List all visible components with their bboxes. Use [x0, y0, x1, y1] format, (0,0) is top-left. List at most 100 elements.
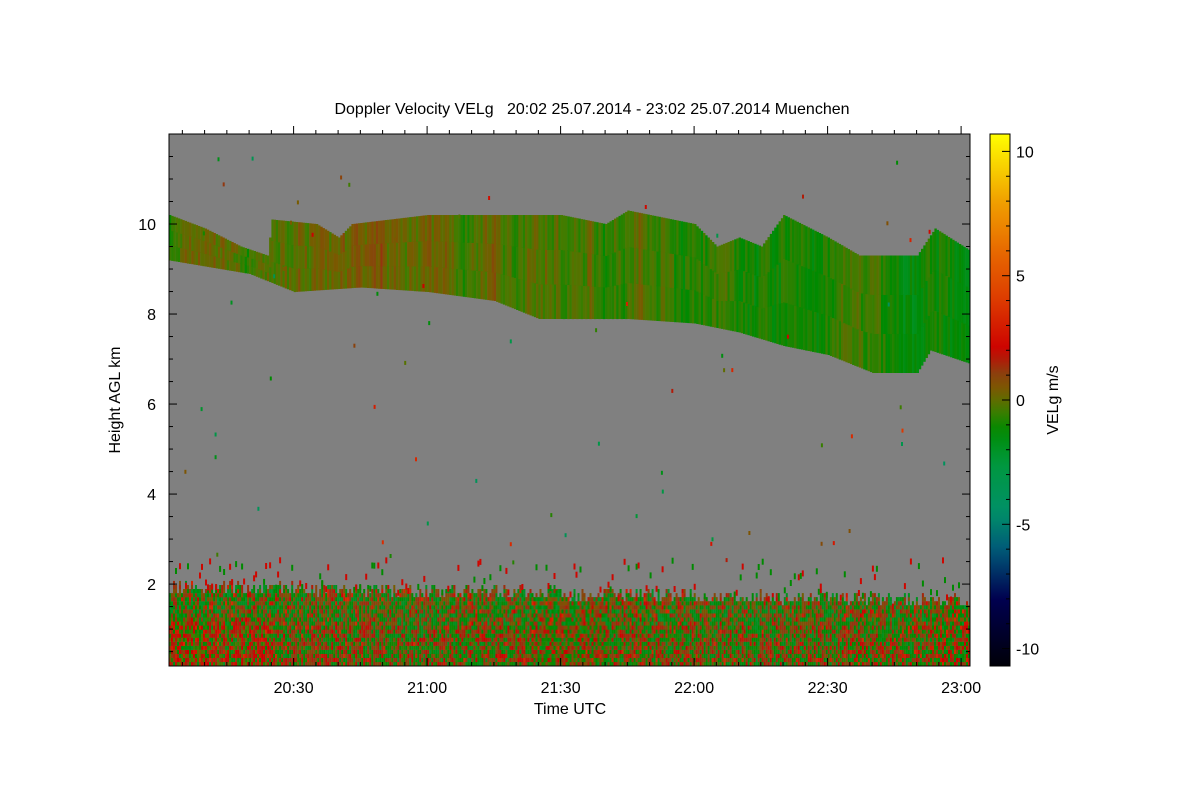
heatmap-cells	[169, 156, 970, 666]
heatmap-cell	[255, 657, 258, 663]
heatmap-cell	[209, 621, 212, 626]
heatmap-cell	[455, 605, 458, 610]
heatmap-cell	[217, 633, 220, 638]
heatmap-cell	[575, 645, 578, 650]
heatmap-cell	[453, 593, 456, 598]
heatmap-cell	[213, 625, 216, 630]
heatmap-cell	[249, 597, 252, 602]
heatmap-cell	[333, 641, 336, 646]
heatmap-cell	[255, 617, 258, 622]
heatmap-cell	[509, 653, 512, 658]
heatmap-cell	[461, 629, 464, 634]
heatmap-cell	[353, 649, 356, 654]
heatmap-cell	[425, 593, 428, 598]
heatmap-cell	[363, 637, 366, 642]
heatmap-cell	[227, 645, 230, 650]
heatmap-cell	[667, 252, 670, 288]
heatmap-cell	[523, 597, 526, 602]
heatmap-cell	[483, 645, 486, 650]
heatmap-cell	[365, 645, 368, 650]
heatmap-cell	[509, 661, 512, 666]
heatmap-cell	[347, 641, 350, 646]
heatmap-cell	[529, 637, 532, 642]
heatmap-cell	[289, 657, 292, 663]
heatmap-cell	[482, 215, 486, 244]
heatmap-cell	[325, 653, 328, 658]
heatmap-cell	[523, 621, 526, 626]
heatmap-cell	[209, 613, 212, 618]
heatmap-cell	[423, 637, 426, 642]
heatmap-cell	[521, 629, 524, 634]
heatmap-cell	[323, 657, 326, 663]
heatmap-cell	[553, 613, 556, 618]
heatmap-cell	[580, 252, 583, 286]
heatmap-cell	[441, 609, 444, 614]
heatmap-cell	[227, 629, 230, 634]
heatmap-cell	[247, 601, 250, 606]
heatmap-cell	[241, 645, 244, 650]
heatmap-cell	[429, 629, 432, 634]
heatmap-cell	[529, 617, 532, 622]
heatmap-cell	[357, 621, 360, 626]
heatmap-cell	[331, 649, 334, 654]
heatmap-cell	[531, 609, 534, 614]
heatmap-cell	[499, 593, 502, 598]
heatmap-cell	[563, 633, 566, 638]
heatmap-cell	[513, 613, 516, 618]
heatmap-cell	[789, 261, 793, 305]
heatmap-cell	[575, 629, 578, 634]
heatmap-cell	[219, 661, 222, 666]
heatmap-cell	[317, 661, 320, 666]
heatmap-cell	[740, 269, 744, 302]
heatmap-cell	[507, 641, 510, 646]
heatmap-cell	[189, 236, 192, 251]
heatmap-cell	[561, 637, 564, 642]
heatmap-cell	[225, 629, 228, 634]
heatmap-cell	[569, 613, 572, 618]
heatmap-cell	[451, 215, 454, 243]
heatmap-cell	[287, 589, 290, 594]
heatmap-cell	[291, 267, 294, 292]
heatmap-cell	[215, 653, 218, 658]
heatmap-cell	[225, 649, 228, 654]
heatmap-cell	[437, 617, 440, 622]
heatmap-cell	[223, 645, 226, 650]
heatmap-cell	[517, 641, 520, 646]
heatmap-cell	[642, 249, 646, 285]
heatmap-cell	[413, 657, 416, 663]
heatmap-cell	[177, 609, 179, 614]
heatmap-cell	[838, 282, 842, 322]
heatmap-cell	[533, 641, 536, 646]
heatmap-cell	[569, 629, 572, 634]
heatmap-cell	[175, 589, 177, 594]
heatmap-cell	[858, 329, 862, 368]
heatmap-cell	[313, 637, 316, 642]
heatmap-cell	[291, 661, 294, 666]
heatmap-cell	[381, 605, 384, 610]
heatmap-cell	[169, 661, 171, 666]
heatmap-cell	[335, 597, 338, 602]
heatmap-cell	[565, 613, 568, 618]
heatmap-cell	[219, 597, 222, 602]
heatmap-cell	[363, 601, 366, 606]
heatmap-cell	[187, 585, 189, 590]
heatmap-cell	[179, 605, 181, 610]
heatmap-cell	[600, 254, 603, 288]
heatmap-cell	[523, 629, 526, 634]
heatmap-cell	[469, 609, 472, 614]
heatmap-cell	[703, 263, 706, 295]
heatmap-cell	[173, 609, 175, 614]
heatmap-cell	[449, 637, 452, 642]
heatmap-cell	[413, 241, 417, 267]
heatmap-cell	[238, 262, 241, 273]
heatmap-cell	[371, 645, 374, 650]
heatmap-cell	[479, 605, 482, 610]
heatmap-cell	[553, 621, 556, 626]
heatmap-cell	[736, 269, 739, 302]
heatmap-cell	[280, 264, 283, 287]
heatmap-cell	[317, 621, 320, 626]
heatmap-cell	[575, 617, 578, 622]
heatmap-cell	[261, 625, 264, 630]
heatmap-cell	[660, 251, 664, 287]
heatmap-cell	[253, 637, 256, 642]
